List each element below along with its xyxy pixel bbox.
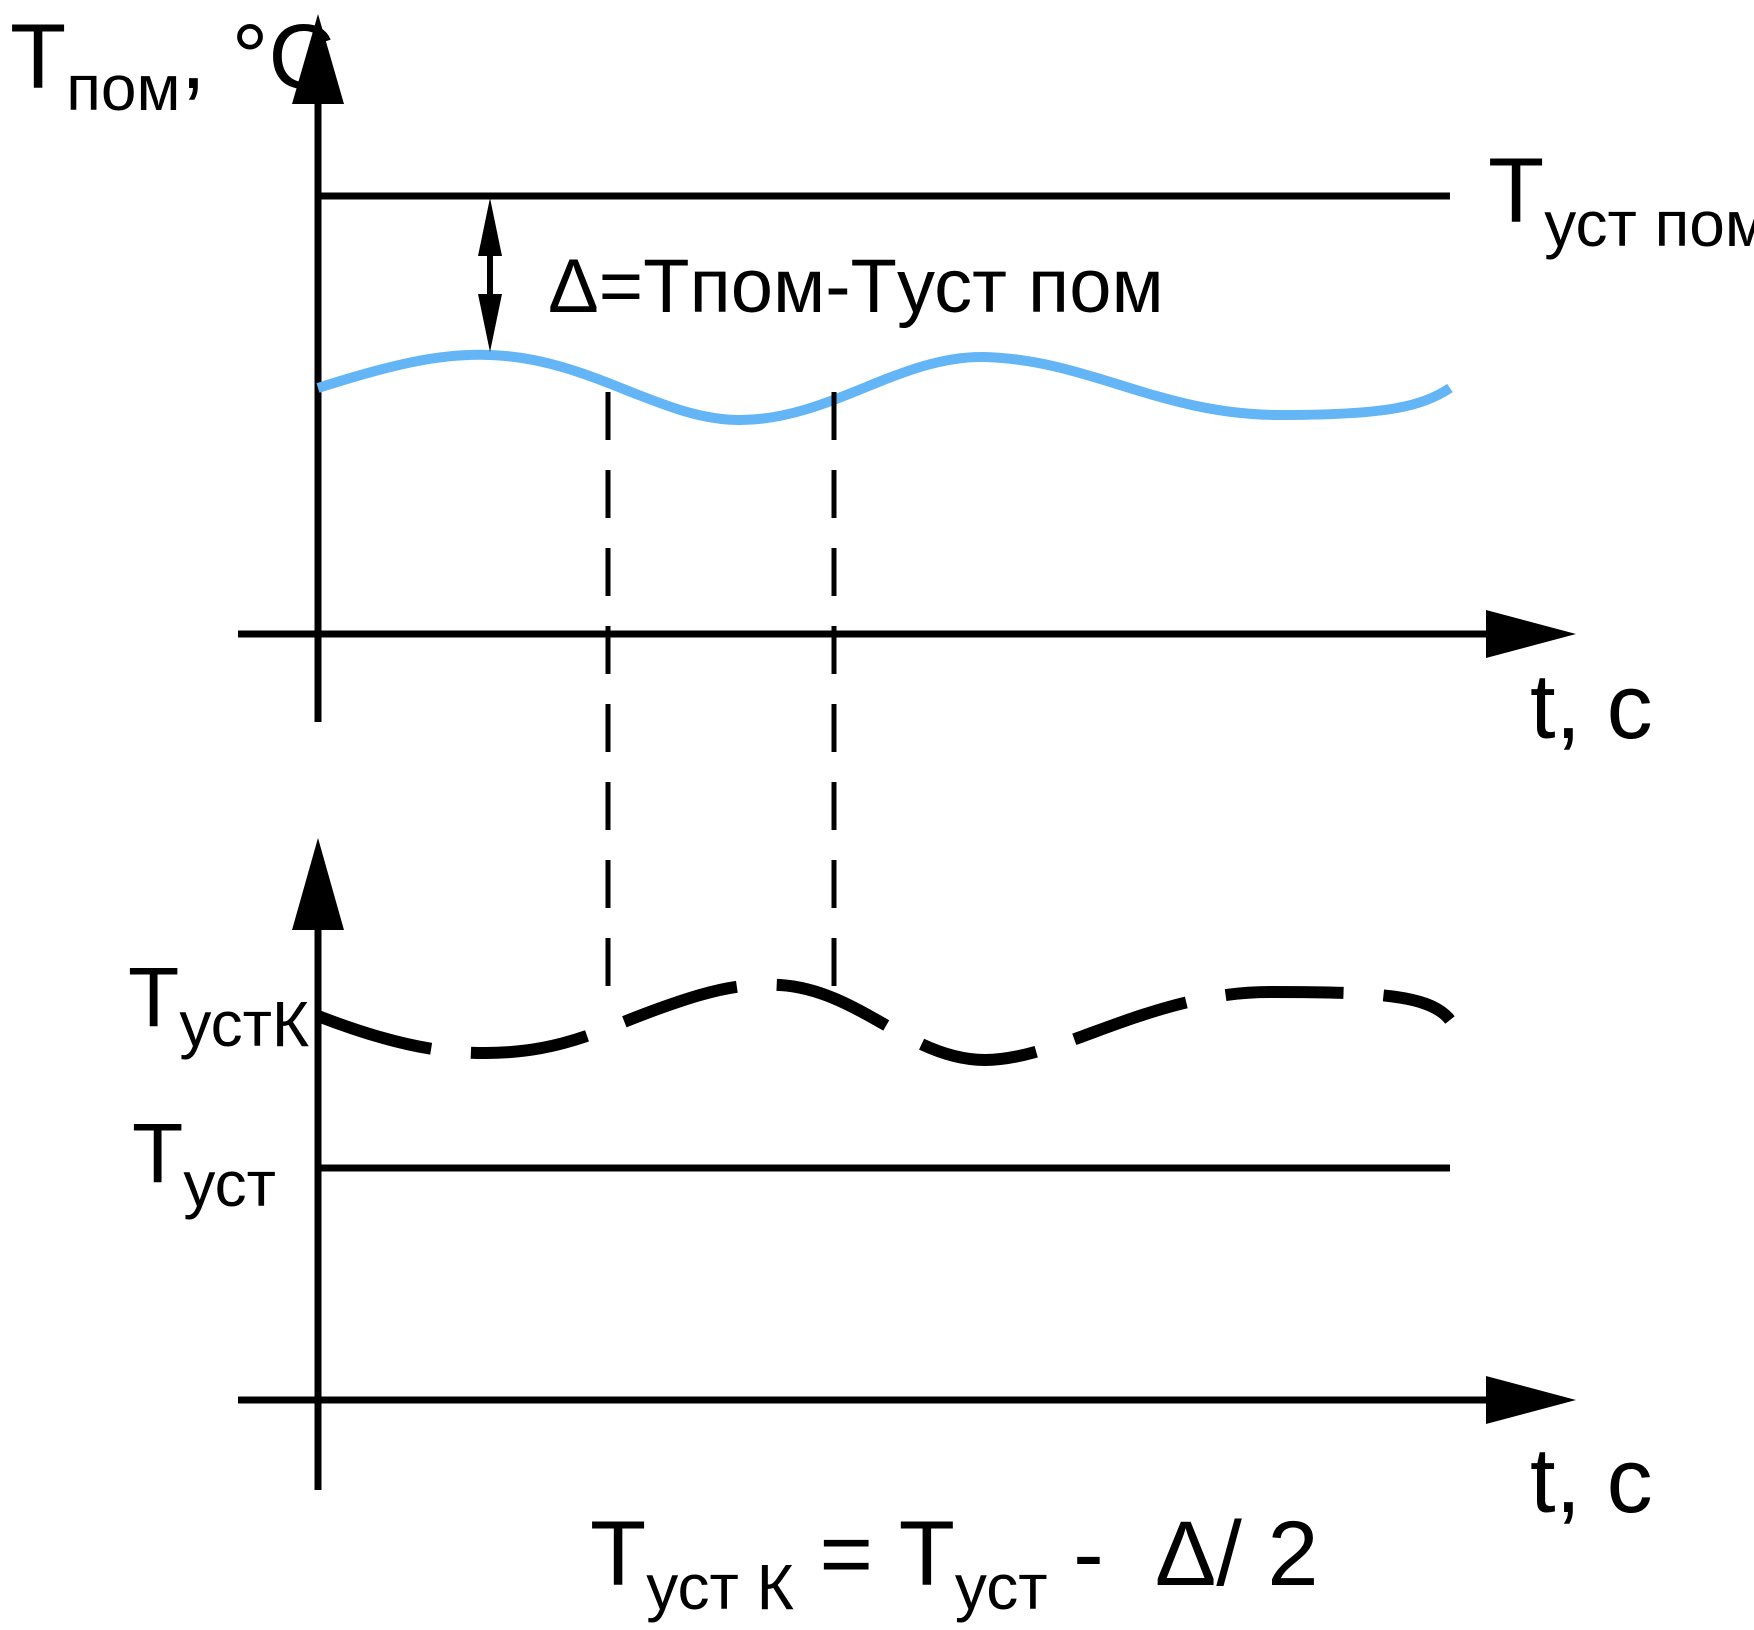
base-setpoint-label-sub: уст [183,1148,276,1220]
room-setpoint-label: Tуст пом [1488,140,1754,260]
room-setpoint-label-sub: уст пом [1544,188,1754,260]
top-x-axis-label: t, c [1530,656,1653,758]
delta-arrow-head-up [478,198,502,256]
top-graph: Tпом, °C Tуст пом Δ=Tпом-Tуст пом t, c [10,6,1754,758]
base-setpoint-label-main: T [132,1106,183,1200]
formula-rhs-tail: - Δ/ 2 [1048,1503,1319,1605]
room-setpoint-label-main: T [1488,140,1544,242]
delta-arrow-head-down [478,294,502,352]
formula-equals: = [794,1503,899,1605]
corrected-setpoint-curve [315,978,1455,1067]
bottom-graph: TустК Tуст t, c [128,838,1653,1532]
delta-definition-label: Δ=Tпом-Tуст пом [548,244,1164,329]
top-y-axis-label: Tпом, °C [10,6,335,124]
formula-rhs-sub: уст [955,1551,1048,1623]
corrected-setpoint-label-main: T [128,950,179,1044]
correction-formula: Tуст К = Tуст - Δ/ 2 [590,1503,1319,1623]
room-temperature-curve [316,349,1453,426]
bottom-y-axis-arrow [292,838,344,930]
formula-lhs-main: T [590,1503,646,1605]
bottom-x-axis-arrow [1486,1376,1576,1424]
formula-lhs-sub: уст К [646,1551,794,1623]
bottom-x-axis-label: t, c [1530,1430,1653,1532]
base-setpoint-label: Tуст [132,1106,276,1220]
corrected-setpoint-label-sub: устК [179,988,309,1060]
top-y-axis-label-sub: пом [66,52,180,124]
top-y-axis-label-unit: , °C [180,6,334,108]
top-y-axis-label-main: T [10,6,66,108]
top-x-axis-arrow [1486,610,1576,658]
top-y-axis-arrow [292,14,344,104]
corrected-setpoint-label: TустК [128,950,309,1060]
formula-rhs-main: T [899,1503,955,1605]
